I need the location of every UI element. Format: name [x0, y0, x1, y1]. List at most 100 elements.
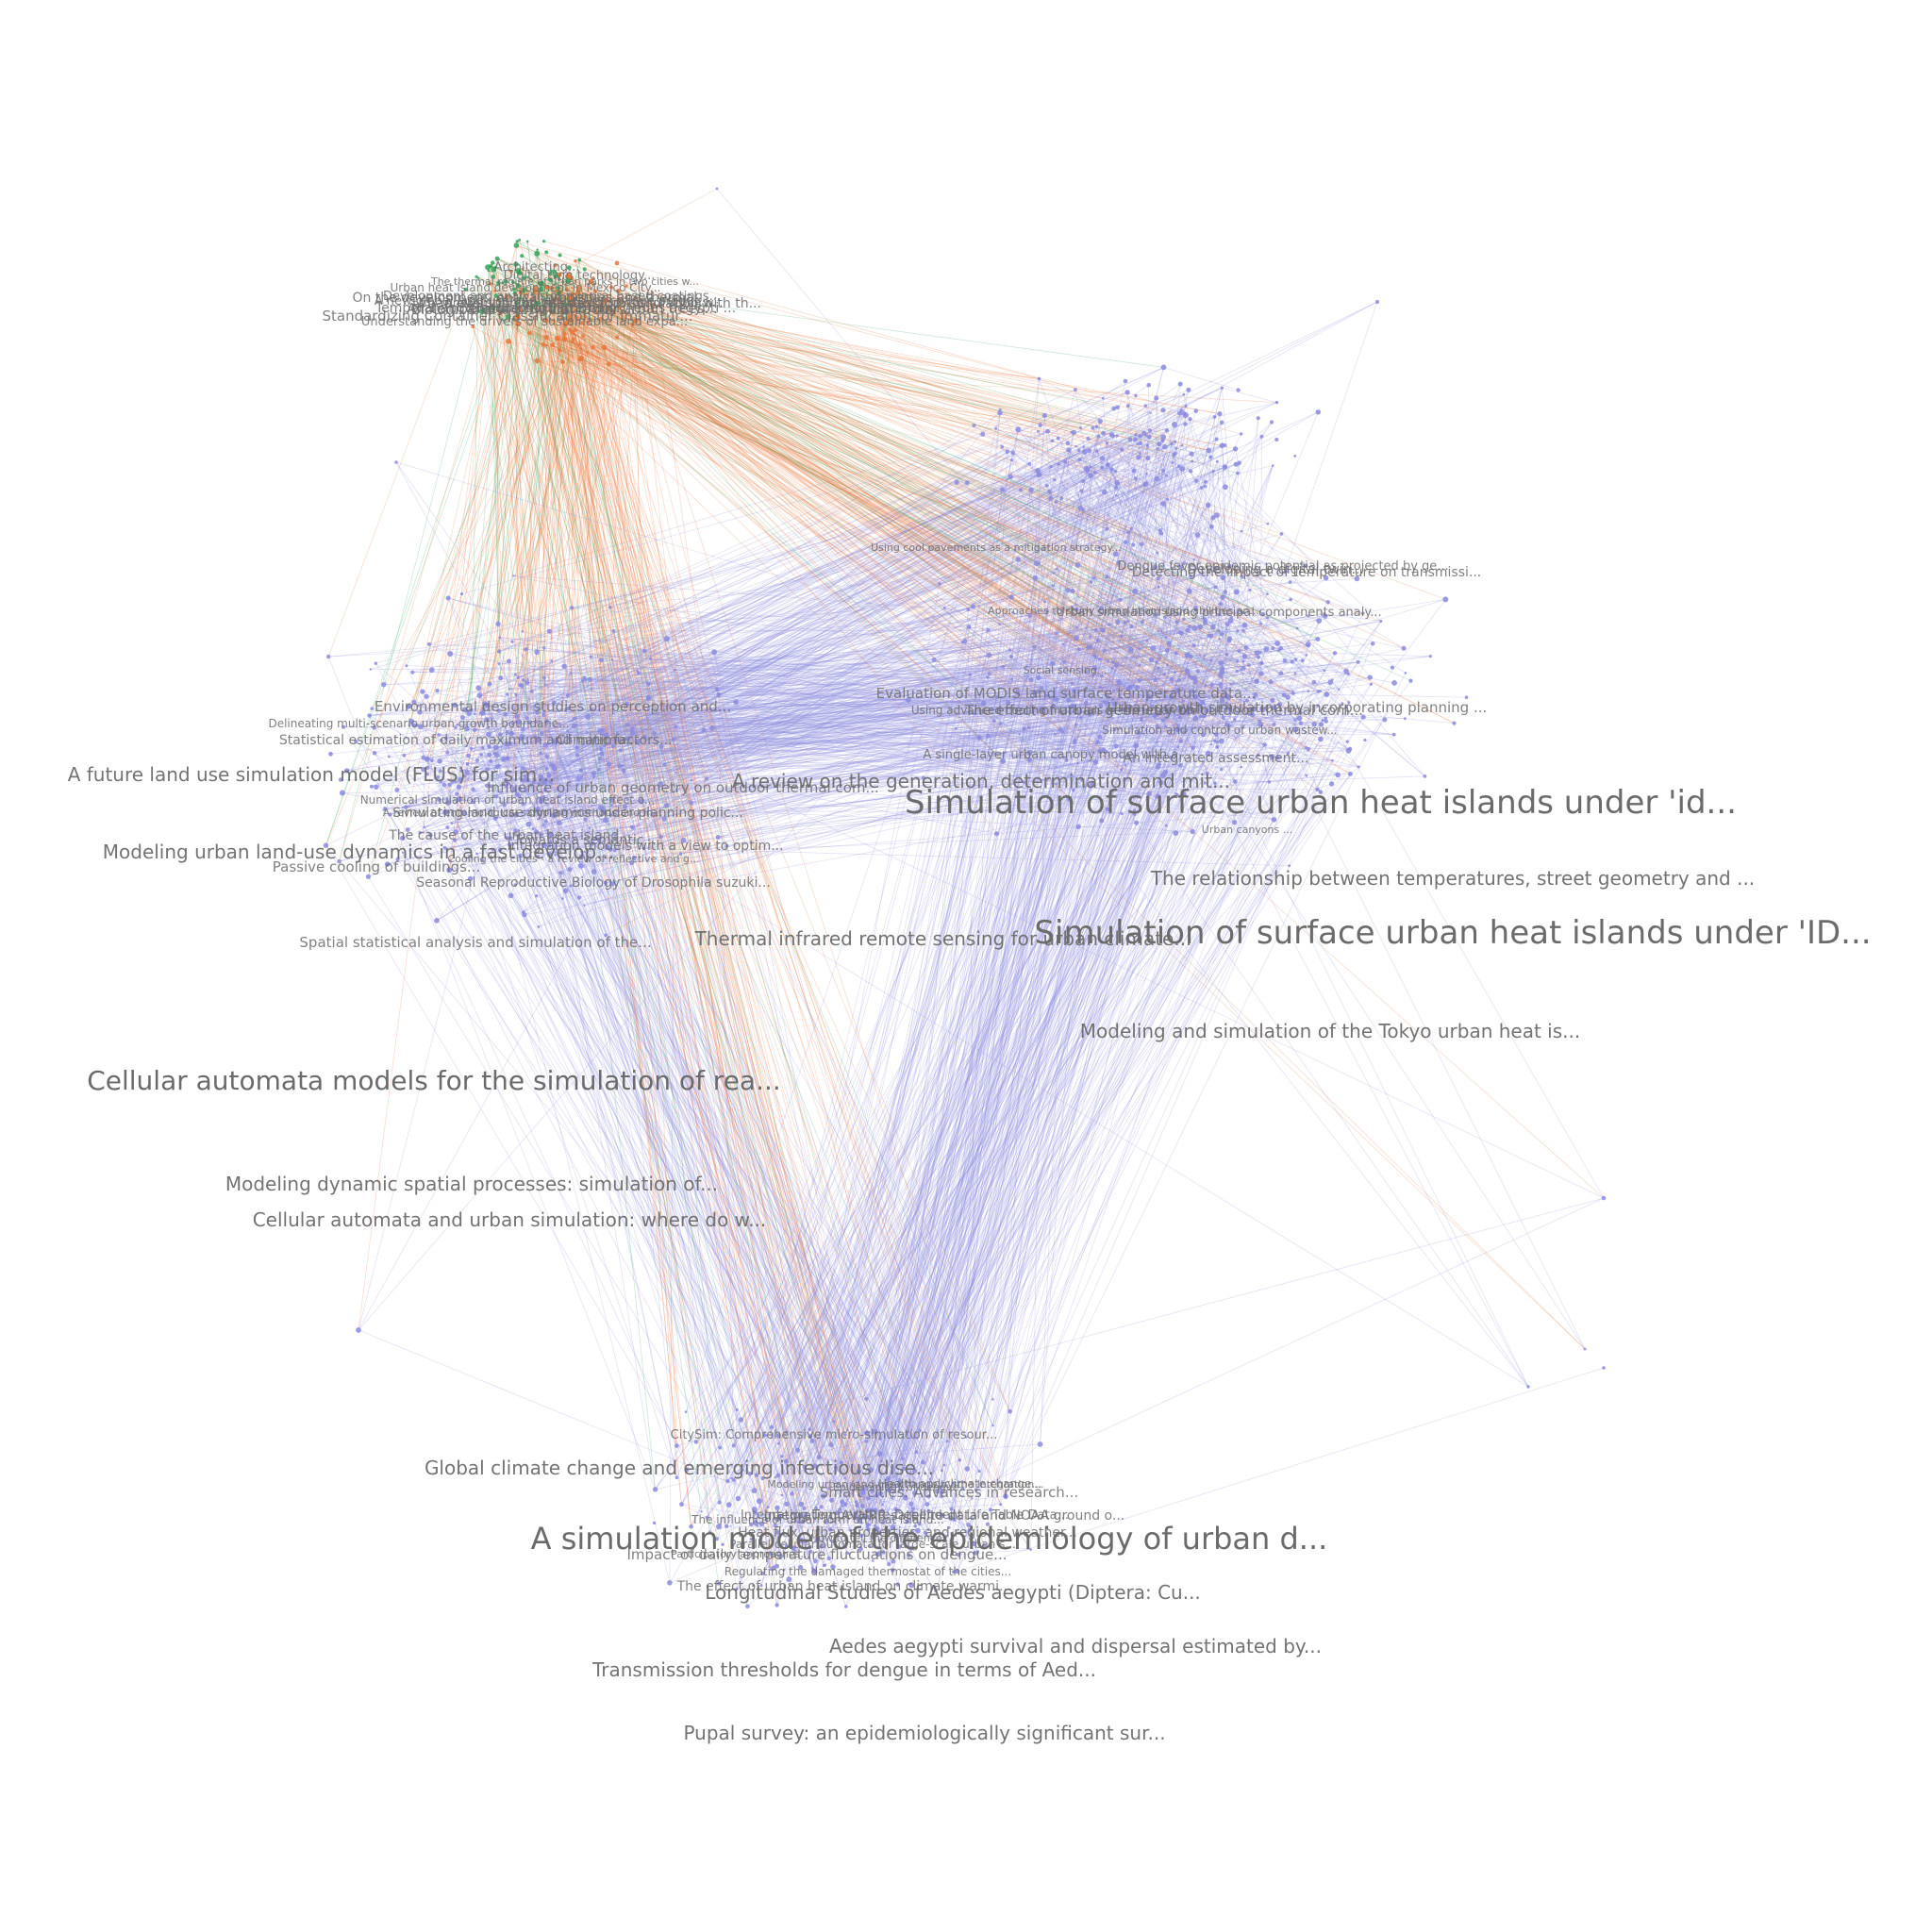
- network-edge: [1183, 591, 1226, 795]
- network-node: [1356, 659, 1360, 664]
- network-edge: [1029, 759, 1072, 776]
- network-node: [915, 1527, 921, 1534]
- network-node: [970, 1525, 973, 1528]
- node-label: Epidemiology of dengue...: [833, 1481, 969, 1493]
- network-node: [1082, 445, 1086, 448]
- network-edge: [872, 461, 1066, 1491]
- network-edge: [1167, 390, 1190, 500]
- network-node: [833, 1465, 839, 1470]
- network-edge: [1178, 466, 1293, 798]
- network-edge: [535, 287, 1087, 470]
- network-node: [551, 700, 557, 706]
- network-edge: [590, 751, 1106, 828]
- network-node: [1318, 736, 1324, 742]
- network-edge: [507, 296, 938, 1491]
- network-edge: [486, 705, 757, 1524]
- network-edge: [844, 660, 1244, 1505]
- network-edge: [456, 677, 519, 803]
- network-edge: [1183, 720, 1296, 795]
- network-edge: [1144, 405, 1238, 672]
- network-node: [1112, 551, 1119, 558]
- network-node: [827, 1527, 833, 1532]
- network-node: [716, 691, 722, 697]
- network-edge: [343, 707, 1274, 728]
- network-node: [1161, 468, 1166, 473]
- network-node: [1128, 705, 1133, 709]
- network-edge: [569, 329, 1101, 738]
- network-edge: [406, 278, 560, 666]
- network-edge: [374, 753, 890, 1565]
- network-node: [522, 291, 525, 293]
- network-edge: [815, 823, 1137, 1509]
- network-edge: [1093, 577, 1405, 649]
- network-node: [966, 1523, 971, 1527]
- network-edge: [1068, 590, 1242, 612]
- network-edge: [585, 316, 801, 1517]
- network-edge: [1039, 378, 1158, 726]
- network-edge: [816, 1537, 945, 1541]
- network-edge: [526, 636, 1091, 684]
- network-edge: [953, 681, 1257, 1573]
- node-label: Urban heat island development in Mexico …: [391, 281, 661, 294]
- network-node: [998, 408, 1002, 411]
- network-edge: [523, 430, 1168, 913]
- network-edge: [383, 664, 1141, 686]
- network-edge: [346, 642, 1170, 772]
- network-node: [1120, 447, 1124, 452]
- network-edge: [517, 322, 1181, 568]
- network-edge: [568, 708, 857, 1503]
- network-node: [1036, 472, 1042, 478]
- network-node: [1091, 675, 1095, 678]
- network-edge: [777, 1441, 948, 1476]
- network-edge: [1047, 695, 1529, 1388]
- network-edge: [517, 316, 524, 632]
- network-edge: [611, 659, 840, 1533]
- network-edge: [526, 276, 917, 1453]
- network-node: [1164, 647, 1170, 653]
- network-node: [1184, 404, 1188, 408]
- network-node: [525, 240, 529, 243]
- network-edge: [509, 742, 838, 1513]
- network-node: [844, 1605, 848, 1608]
- network-edge: [419, 832, 788, 1433]
- network-edge: [482, 710, 552, 766]
- network-node: [1105, 807, 1110, 811]
- network-edge: [408, 699, 909, 726]
- network-edge: [544, 781, 644, 849]
- network-edge: [1085, 475, 1091, 704]
- network-edge: [977, 826, 1079, 1552]
- network-node: [560, 359, 565, 364]
- network-edge: [919, 578, 1159, 1524]
- network-edge: [515, 596, 1012, 815]
- network-edge: [439, 430, 1039, 762]
- network-edge: [551, 625, 1191, 782]
- network-edge: [660, 483, 1146, 785]
- network-node: [1305, 641, 1311, 648]
- network-edge: [563, 304, 1004, 762]
- network-edge: [537, 287, 553, 741]
- network-node: [724, 1524, 729, 1529]
- network-node: [790, 1511, 794, 1516]
- network-edge: [517, 324, 861, 1550]
- network-node: [1136, 730, 1141, 735]
- network-node: [1229, 682, 1233, 686]
- network-edge: [571, 308, 888, 1531]
- network-node: [452, 702, 458, 708]
- network-edge: [601, 753, 806, 1542]
- network-edge: [550, 646, 1091, 766]
- network-node: [1224, 692, 1230, 699]
- network-node: [1361, 611, 1365, 615]
- network-edge: [1088, 647, 1238, 672]
- network-edge: [1223, 715, 1394, 736]
- network-edge: [538, 484, 1145, 785]
- network-edge: [944, 608, 1019, 693]
- network-edge: [584, 676, 1371, 907]
- network-edge: [569, 329, 677, 1446]
- network-edge: [907, 425, 1041, 1522]
- network-edge: [515, 263, 1013, 454]
- network-edge: [488, 270, 502, 678]
- network-edge: [1156, 478, 1179, 614]
- network-node: [1056, 567, 1058, 571]
- network-node: [1156, 447, 1159, 451]
- network-node: [1391, 732, 1396, 737]
